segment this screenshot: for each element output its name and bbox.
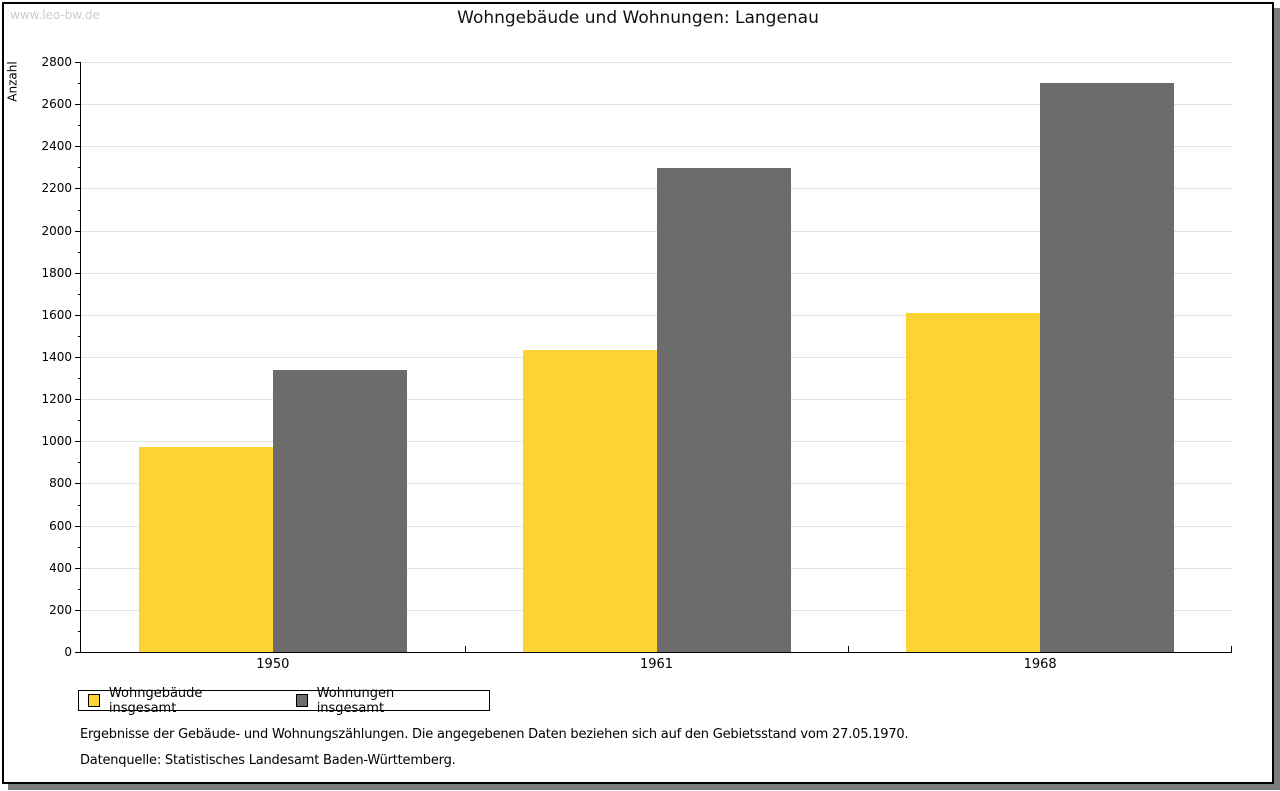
y-axis-minor-tick: [78, 462, 81, 464]
y-axis-minor-tick: [78, 167, 81, 169]
y-axis-minor-tick: [78, 209, 81, 211]
y-tick-label: 2000: [41, 223, 72, 238]
y-axis-minor-tick: [78, 546, 81, 548]
y-axis-label: Anzahl: [5, 61, 20, 102]
y-axis-tick: [75, 314, 81, 316]
y-axis-minor-tick: [78, 293, 81, 295]
y-axis-minor-tick: [78, 630, 81, 632]
plot-area: 0 200 400 600 800 1000 1200 1400 1600 1800 2000 220…: [41, 55, 1232, 672]
y-tick-label: 200: [49, 602, 72, 617]
gridline: [81, 146, 1232, 148]
y-axis-minor-tick: [78, 504, 81, 506]
x-tick-label: 1950: [256, 657, 290, 672]
footnote-source-note: Ergebnisse der Gebäude- und Wohnungszähl…: [80, 727, 909, 742]
y-axis-minor-tick: [78, 125, 81, 127]
y-tick-label: 2800: [41, 55, 72, 69]
gridline: [81, 62, 1232, 63]
y-axis-tick: [75, 357, 81, 358]
gridline: [81, 104, 1232, 106]
y-axis-minor-tick: [78, 83, 81, 85]
bar-1950-wohngebaeude: [138, 446, 273, 652]
chart-title: Wohngebäude und Wohnungen: Langenau: [457, 8, 819, 28]
y-tick-label: 2400: [41, 139, 72, 154]
legend-item-wohnungen: Wohnungen insgesamt: [295, 685, 451, 716]
y-axis-tick: [75, 525, 81, 527]
bar-1968-wohngebaeude: [906, 312, 1041, 652]
x-axis-boundary-tick: [464, 646, 466, 652]
y-axis-tick: [75, 567, 81, 569]
y-axis-tick: [75, 399, 81, 401]
y-tick-label: 1000: [41, 434, 72, 449]
legend-item-wohngebaeude: Wohngebäude insgesamt: [88, 686, 258, 716]
y-axis-tick: [75, 146, 81, 148]
y-axis-tick: [75, 441, 81, 443]
y-tick-label: 1800: [41, 265, 72, 280]
y-axis-minor-tick: [78, 420, 81, 422]
legend-label: Wohnungen insgesamt: [316, 685, 395, 716]
x-axis-end-tick: [1231, 646, 1232, 652]
y-tick-label: 800: [49, 476, 72, 491]
legend: Wohngebäude insgesamt Wohnungen insgesam…: [78, 686, 490, 716]
y-axis-tick: [75, 230, 81, 232]
legend-label: Wohngebäude insgesamt: [108, 685, 203, 716]
bar-1968-wohnungen: [1040, 83, 1175, 652]
watermark: www.leo-bw.de: [10, 8, 100, 22]
legend-swatch-gray: [295, 694, 308, 707]
y-tick-label: 1600: [41, 307, 72, 322]
y-axis-tick: [75, 62, 81, 63]
x-tick-label: 1968: [1023, 657, 1057, 672]
y-tick-label: 400: [49, 560, 72, 575]
y-axis-tick: [75, 483, 81, 485]
y-axis-minor-tick: [78, 335, 81, 337]
bar-1961-wohngebaeude: [522, 349, 657, 652]
y-tick-label: 1400: [41, 350, 72, 364]
x-axis-boundary-tick: [848, 646, 850, 652]
y-axis-minor-tick: [78, 588, 81, 590]
y-axis-tick: [75, 188, 81, 190]
y-tick-label: 600: [49, 518, 72, 533]
y-axis-minor-tick: [78, 378, 81, 380]
x-tick-label: 1961: [639, 657, 674, 672]
y-tick-label: 2600: [41, 97, 72, 112]
footnote-data-source: Datenquelle: Statistisches Landesamt Bad…: [80, 753, 456, 768]
y-axis-tick: [75, 104, 81, 106]
y-tick-label: 1200: [41, 392, 72, 407]
legend-swatch-yellow: [88, 694, 100, 707]
y-axis-tick: [75, 272, 81, 274]
y-axis-tick: [75, 609, 81, 611]
bar-1950-wohnungen: [272, 369, 407, 652]
y-axis-tick: [75, 652, 81, 653]
y-tick-label: 2200: [41, 181, 72, 196]
y-tick-label: 0: [64, 645, 72, 659]
y-axis-minor-tick: [78, 251, 81, 253]
bar-1961-wohnungen: [656, 168, 791, 652]
